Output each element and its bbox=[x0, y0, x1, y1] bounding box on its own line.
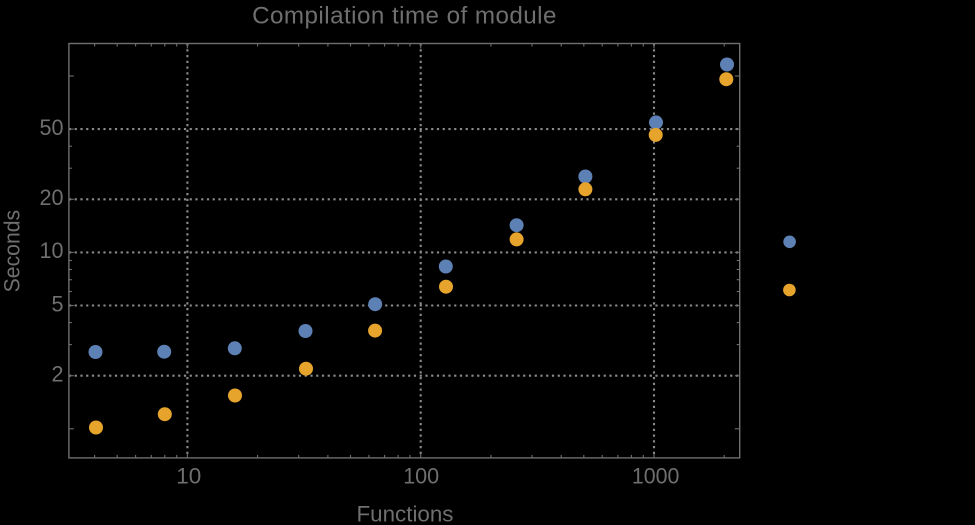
svg-text:50: 50 bbox=[40, 115, 64, 140]
svg-text:10: 10 bbox=[40, 238, 64, 263]
svg-text:1000: 1000 bbox=[632, 464, 680, 489]
svg-text:Functions: Functions bbox=[357, 502, 454, 525]
svg-text:20: 20 bbox=[40, 185, 64, 210]
svg-text:100: 100 bbox=[403, 464, 439, 489]
svg-text:Seconds: Seconds bbox=[0, 210, 25, 293]
svg-text:2: 2 bbox=[52, 362, 64, 387]
svg-text:Compilation time of module: Compilation time of module bbox=[252, 3, 557, 30]
svg-text:5: 5 bbox=[52, 291, 64, 316]
svg-text:10: 10 bbox=[176, 464, 201, 489]
